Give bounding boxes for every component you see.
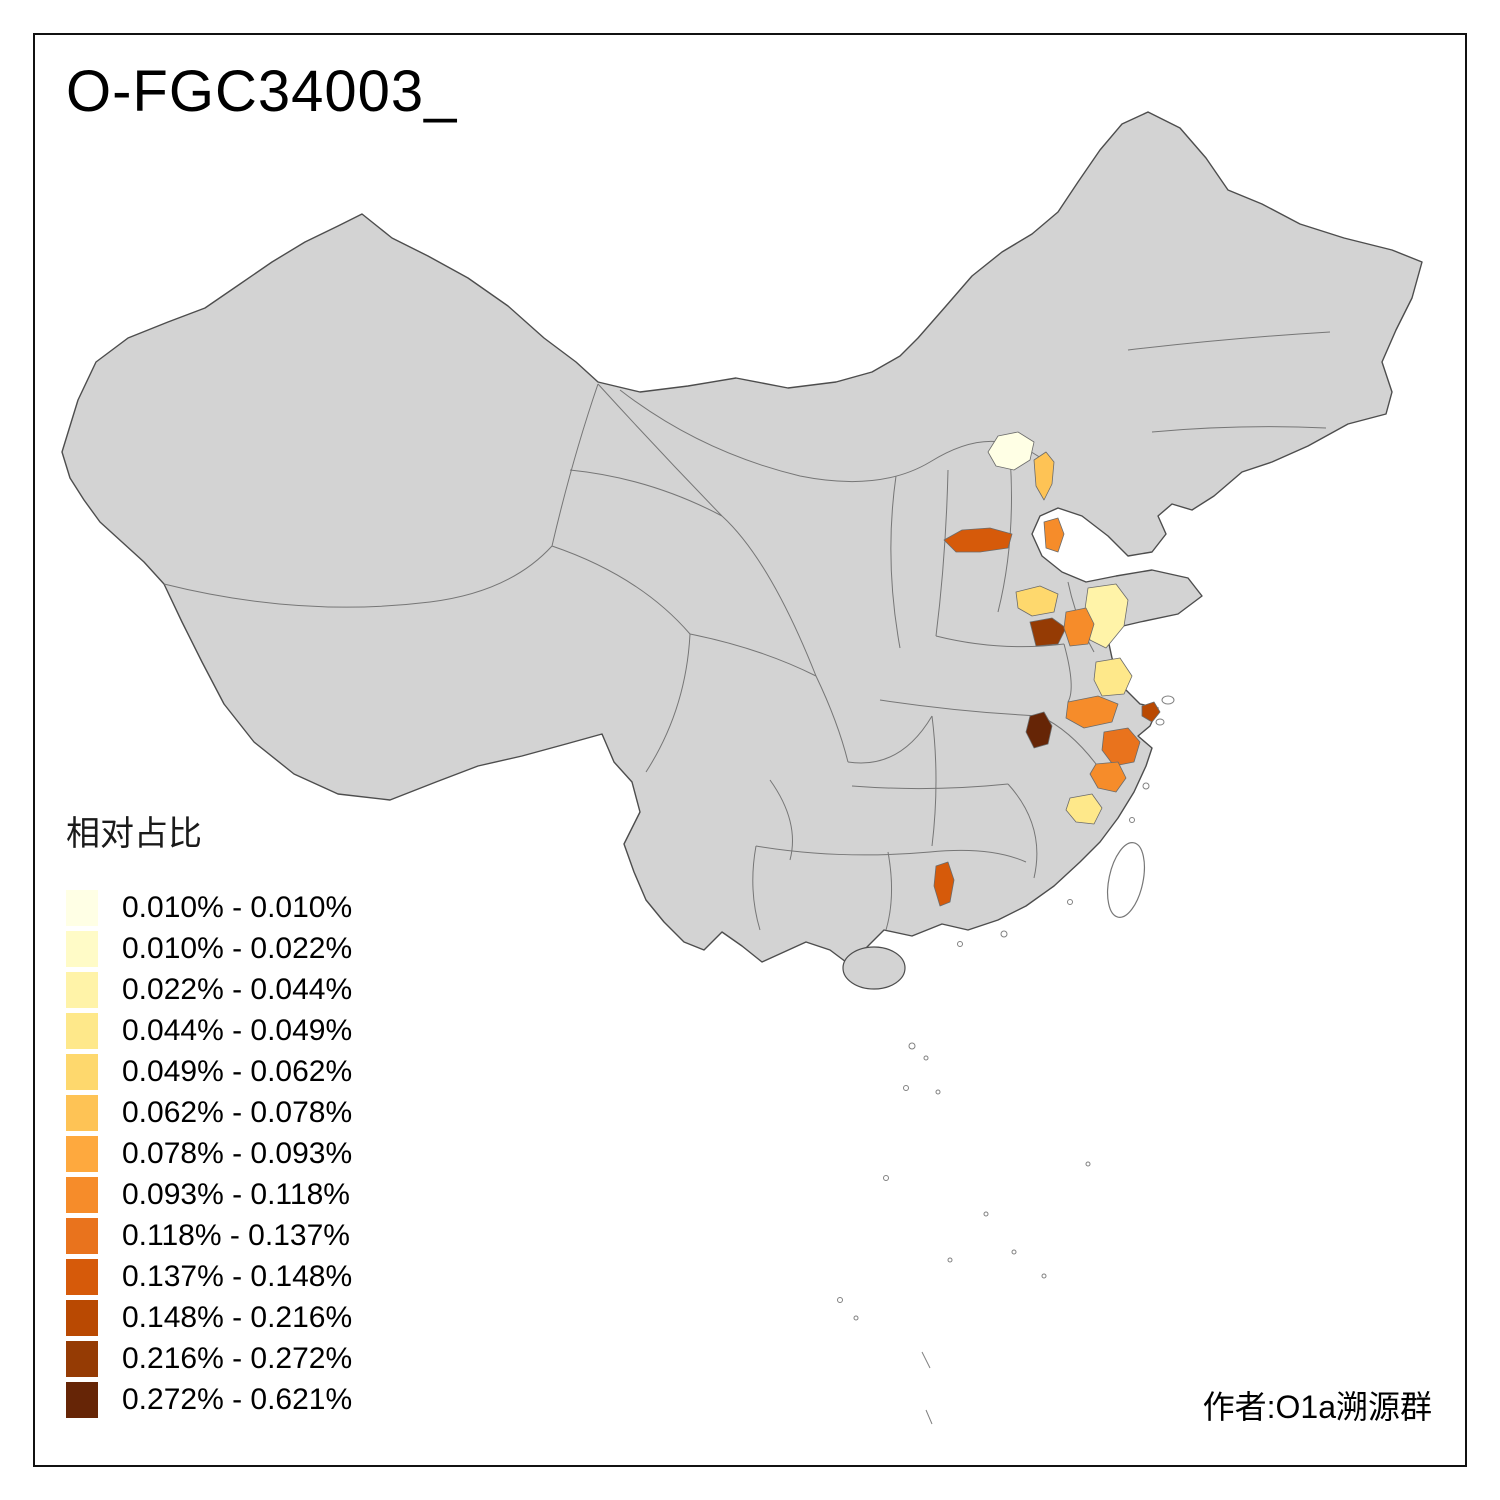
- mainland-china: [61, 111, 1423, 973]
- legend-label: 0.022% - 0.044%: [122, 972, 353, 1006]
- choropleth-patches: [933, 431, 1161, 907]
- legend-item: 0.022% - 0.044%: [66, 969, 352, 1010]
- map-region-patch: [1063, 607, 1095, 647]
- legend-label: 0.216% - 0.272%: [122, 1341, 353, 1375]
- map-region-patch: [1083, 583, 1129, 649]
- legend-label: 0.093% - 0.118%: [122, 1177, 350, 1211]
- legend-label: 0.062% - 0.078%: [122, 1095, 353, 1129]
- legend-label: 0.078% - 0.093%: [122, 1136, 353, 1170]
- legend-label: 0.118% - 0.137%: [122, 1218, 350, 1252]
- legend-items: 0.010% - 0.010% 0.010% - 0.022% 0.022% - 0…: [66, 887, 352, 1420]
- map-region-patch: [1043, 517, 1065, 553]
- legend-label: 0.049% - 0.062%: [122, 1054, 353, 1088]
- map-region-patch: [1025, 711, 1053, 749]
- map-region-patch: [1015, 585, 1059, 617]
- legend-item: 0.093% - 0.118%: [66, 1174, 352, 1215]
- legend-swatch: [66, 1012, 98, 1049]
- legend-swatch: [66, 1094, 98, 1131]
- legend-label: 0.148% - 0.216%: [122, 1300, 353, 1334]
- legend-item: 0.078% - 0.093%: [66, 1133, 352, 1174]
- legend-swatch: [66, 1299, 98, 1336]
- plot-title: O-FGC34003_: [66, 59, 458, 124]
- legend-swatch: [66, 1340, 98, 1377]
- map-region-patch: [987, 431, 1035, 471]
- province-boundaries: [163, 331, 1331, 931]
- map-region-patch: [1141, 701, 1161, 723]
- legend-item: 0.216% - 0.272%: [66, 1338, 352, 1379]
- map-region-patch: [933, 861, 955, 907]
- legend-swatch: [66, 1258, 98, 1295]
- legend-label: 0.010% - 0.022%: [122, 931, 353, 965]
- legend-label: 0.272% - 0.621%: [122, 1382, 353, 1416]
- taiwan-island: [1106, 842, 1146, 918]
- map-region-patch: [1089, 761, 1127, 793]
- legend-item: 0.044% - 0.049%: [66, 1010, 352, 1051]
- legend-item: 0.118% - 0.137%: [66, 1215, 352, 1256]
- legend-swatch: [66, 1135, 98, 1172]
- legend-label: 0.137% - 0.148%: [122, 1259, 353, 1293]
- legend-swatch: [66, 1053, 98, 1090]
- coastal-islands: [957, 695, 1175, 947]
- legend-item: 0.272% - 0.621%: [66, 1379, 352, 1420]
- south-china-sea-islands: [837, 1042, 1091, 1425]
- hainan-island: [842, 946, 906, 990]
- legend: 相对占比 0.010% - 0.010% 0.010% - 0.022% 0.022…: [66, 806, 352, 1420]
- legend-swatch: [66, 1176, 98, 1213]
- legend-label: 0.044% - 0.049%: [122, 1013, 353, 1047]
- map-region-patch: [943, 527, 1013, 553]
- legend-item: 0.010% - 0.022%: [66, 928, 352, 969]
- map-region-patch: [1065, 793, 1103, 825]
- legend-item: 0.148% - 0.216%: [66, 1297, 352, 1338]
- legend-title: 相对占比: [66, 815, 202, 853]
- legend-item: 0.049% - 0.062%: [66, 1051, 352, 1092]
- credit: 作者:O1a溯源群: [1202, 1389, 1432, 1425]
- map-region-patch: [1029, 617, 1067, 647]
- map-region-patch: [1093, 657, 1133, 697]
- legend-swatch: [66, 889, 98, 926]
- legend-swatch: [66, 1381, 98, 1418]
- legend-swatch: [66, 930, 98, 967]
- legend-item: 0.137% - 0.148%: [66, 1256, 352, 1297]
- legend-label: 0.010% - 0.010%: [122, 890, 353, 924]
- legend-item: 0.010% - 0.010%: [66, 887, 352, 928]
- map-region-patch: [1065, 695, 1119, 729]
- map-region-patch: [1033, 451, 1055, 501]
- map-region-patch: [1101, 727, 1141, 767]
- legend-swatch: [66, 971, 98, 1008]
- legend-swatch: [66, 1217, 98, 1254]
- legend-item: 0.062% - 0.078%: [66, 1092, 352, 1133]
